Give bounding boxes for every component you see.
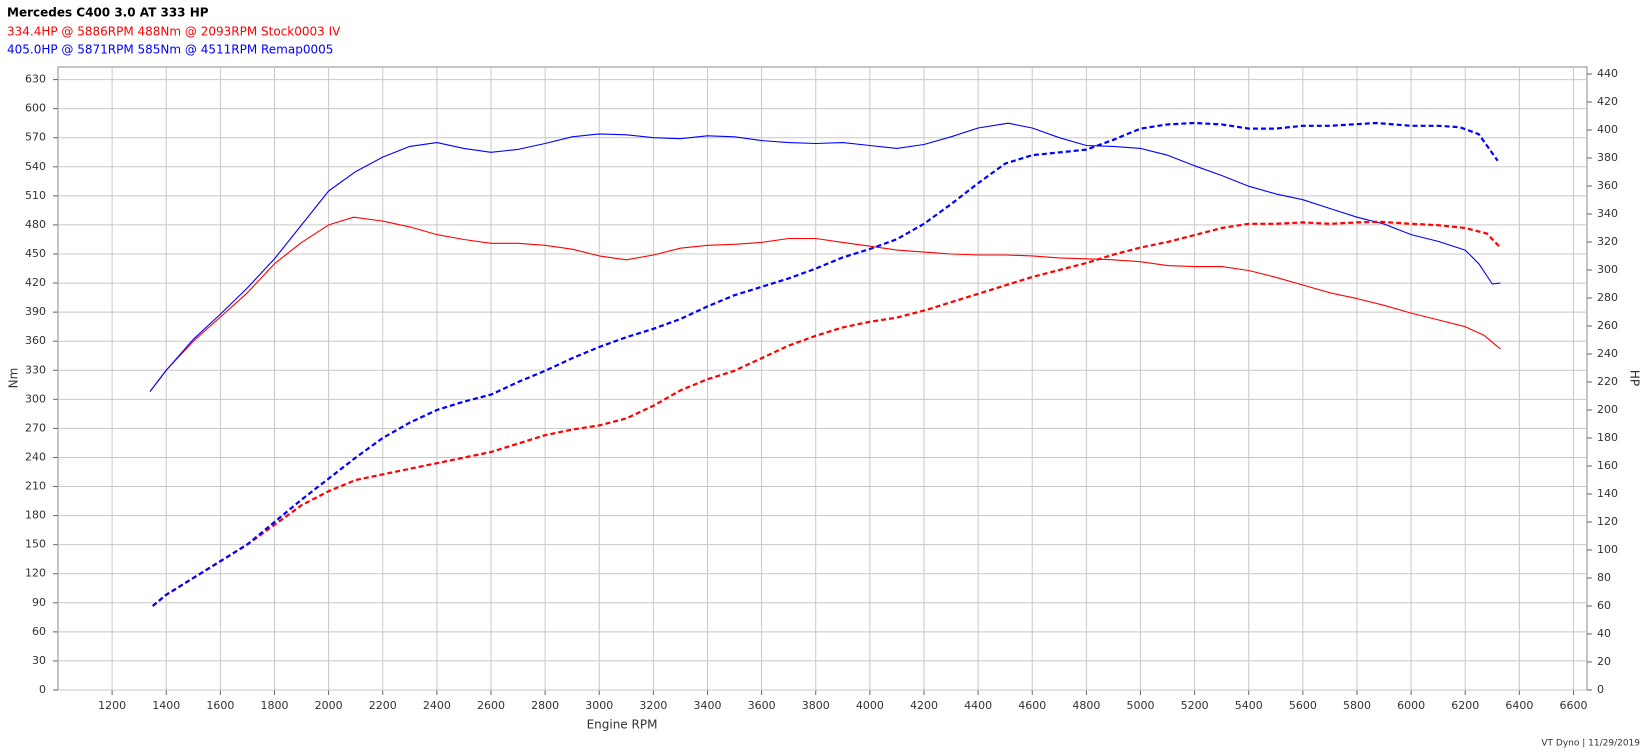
x-tick-label: 4000 [856, 699, 884, 712]
x-tick-label: 4400 [964, 699, 992, 712]
y-tick-label: 510 [25, 189, 46, 202]
y-tick-label: 240 [25, 450, 46, 463]
y-tick-label: 570 [25, 131, 46, 144]
x-tick-label: 3400 [693, 699, 721, 712]
x-tick-label: 2000 [315, 699, 343, 712]
x-axis-label: Engine RPM [587, 718, 658, 732]
y-tick-label: 300 [25, 392, 46, 405]
footer: VT Dyno | 11/29/2019 [1541, 739, 1640, 749]
y-tick-label: 540 [25, 160, 46, 173]
y2-tick-label: 240 [1597, 347, 1618, 360]
x-tick-label: 4200 [910, 699, 938, 712]
y2-tick-label: 360 [1597, 179, 1618, 192]
y-tick-label: 630 [25, 73, 46, 86]
x-tick-label: 2200 [369, 699, 397, 712]
y2-tick-label: 140 [1597, 487, 1618, 500]
x-tick-label: 6600 [1559, 699, 1587, 712]
x-tick-label: 3600 [748, 699, 776, 712]
y-axis-label: Nm [7, 368, 21, 389]
y2-tick-label: 200 [1597, 403, 1618, 416]
y2-tick-label: 280 [1597, 291, 1618, 304]
plot-area [57, 66, 1588, 691]
x-tick-label: 5800 [1343, 699, 1371, 712]
y-tick-label: 180 [25, 509, 46, 522]
y2-tick-label: 340 [1597, 207, 1618, 220]
y2-tick-label: 300 [1597, 263, 1618, 276]
y2-tick-label: 40 [1597, 627, 1611, 640]
y2-tick-label: 440 [1597, 67, 1618, 80]
y2-tick-label: 320 [1597, 235, 1618, 248]
y2-tick-label: 420 [1597, 95, 1618, 108]
y-tick-label: 150 [25, 538, 46, 551]
y-tick-label: 210 [25, 480, 46, 493]
x-tick-label: 4600 [1018, 699, 1046, 712]
x-tick-label: 2400 [423, 699, 451, 712]
y-tick-label: 60 [32, 625, 46, 638]
subtitle: 334.4HP @ 5886RPM 488Nm @ 2093RPM Stock0… [7, 25, 341, 39]
subtitle: 405.0HP @ 5871RPM 585Nm @ 4511RPM Remap0… [7, 43, 333, 57]
y2-axis-label: HP [1628, 370, 1642, 386]
y-tick-label: 270 [25, 421, 46, 434]
y2-tick-label: 100 [1597, 543, 1618, 556]
y2-tick-label: 220 [1597, 375, 1618, 388]
y2-tick-label: 160 [1597, 459, 1618, 472]
series-line [151, 220, 1502, 607]
x-tick-label: 5600 [1289, 699, 1317, 712]
x-tick-label: 2800 [531, 699, 559, 712]
y-tick-label: 480 [25, 218, 46, 231]
y2-tick-label: 260 [1597, 319, 1618, 332]
y2-tick-label: 120 [1597, 515, 1618, 528]
y2-tick-label: 400 [1597, 123, 1618, 136]
series-line [149, 122, 1501, 392]
x-tick-label: 1200 [98, 699, 126, 712]
y2-tick-label: 180 [1597, 431, 1618, 444]
x-tick-label: 6400 [1505, 699, 1533, 712]
y-tick-label: 600 [25, 102, 46, 115]
x-tick-label: 3200 [639, 699, 667, 712]
x-tick-label: 4800 [1072, 699, 1100, 712]
chart-title: Mercedes C400 3.0 AT 333 HP [7, 6, 209, 20]
y-tick-label: 120 [25, 567, 46, 580]
x-tick-label: 5000 [1126, 699, 1154, 712]
x-tick-label: 1800 [260, 699, 288, 712]
y-tick-label: 450 [25, 247, 46, 260]
x-tick-label: 5400 [1235, 699, 1263, 712]
x-tick-label: 3000 [585, 699, 613, 712]
y2-tick-label: 60 [1597, 599, 1611, 612]
y-tick-label: 390 [25, 305, 46, 318]
y-tick-label: 360 [25, 334, 46, 347]
y-tick-label: 420 [25, 276, 46, 289]
y2-tick-label: 380 [1597, 151, 1618, 164]
x-tick-label: 6000 [1397, 699, 1425, 712]
y-tick-label: 30 [32, 654, 46, 667]
y-tick-label: 330 [25, 363, 46, 376]
y2-tick-label: 20 [1597, 655, 1611, 668]
x-tick-label: 1600 [206, 699, 234, 712]
y-tick-label: 90 [32, 596, 46, 609]
y2-tick-label: 0 [1597, 683, 1604, 696]
x-tick-label: 3800 [802, 699, 830, 712]
x-tick-label: 6200 [1451, 699, 1479, 712]
y2-tick-label: 80 [1597, 571, 1611, 584]
x-tick-label: 5200 [1181, 699, 1209, 712]
series-line [149, 216, 1501, 392]
x-tick-label: 2600 [477, 699, 505, 712]
y-tick-label: 0 [39, 683, 46, 696]
x-tick-label: 1400 [152, 699, 180, 712]
